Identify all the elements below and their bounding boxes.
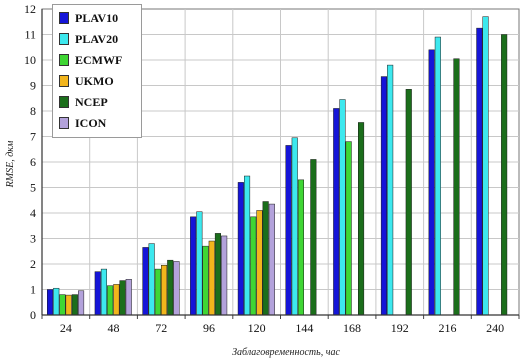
legend-item-ecmwf: ECMWF [59,51,122,69]
y-tick-label: 6 [30,155,36,169]
y-tick-label: 1 [30,283,36,297]
y-tick-label: 11 [24,28,36,42]
bar-plav10-216 [428,49,435,316]
y-tick-label: 9 [30,79,36,93]
bar-plav20-48 [100,268,108,316]
legend-item-icon: ICON [59,114,106,132]
x-tick-label: 24 [60,321,72,335]
bar-plav10-168 [333,108,340,316]
legend-swatch-ncep [59,96,69,108]
bar-ukmo-24 [65,294,72,316]
x-tick-label: 48 [108,321,120,335]
bar-ukmo-48 [113,284,120,316]
bar-plav10-192 [380,76,387,316]
legend-swatch-icon [59,117,69,129]
bars [47,16,508,316]
bar-ncep-72 [167,259,174,316]
legend-swatch-plav10 [59,12,69,24]
y-tick-label: 10 [24,53,36,67]
bar-ncep-48 [119,280,126,316]
x-tick-label: 192 [391,321,409,335]
bar-icon-24 [78,290,85,316]
legend-item-plav10: PLAV10 [59,9,118,27]
bar-ecmwf-120 [250,216,257,316]
bar-ecmwf-48 [107,285,114,316]
y-tick-label: 5 [30,181,36,195]
bar-plav10-72 [142,247,149,316]
bar-ecmwf-144 [297,179,304,316]
bar-plav20-144 [291,137,298,316]
legend-label-icon: ICON [75,115,107,130]
bar-icon-72 [173,261,180,316]
legend: PLAV10 PLAV20 ECMWF UKMO NCEP ICON [52,4,142,138]
bar-ncep-120 [262,201,269,316]
x-tick-label: 120 [248,321,266,335]
legend-label-plav10: PLAV10 [75,10,119,25]
bar-plav10-240 [476,27,483,316]
bar-plav10-24 [47,289,54,316]
y-tick-label: 8 [30,104,36,118]
y-tick-label: 12 [24,2,36,16]
bar-icon-48 [125,279,132,316]
bar-ncep-192 [405,89,412,316]
bar-ecmwf-72 [154,268,161,316]
bar-ecmwf-24 [59,294,66,316]
legend-label-ncep: NCEP [75,94,108,109]
legend-swatch-ukmo [59,75,69,87]
bar-ecmwf-96 [202,245,209,316]
legend-label-plav20: PLAV20 [75,31,119,46]
legend-swatch-plav20 [59,33,69,45]
bar-icon-96 [221,235,228,316]
bar-plav20-120 [244,175,251,316]
bar-plav20-216 [434,36,441,316]
bar-ncep-24 [71,294,78,316]
legend-item-ukmo: UKMO [59,72,114,90]
bar-ncep-216 [453,58,460,316]
bar-ncep-168 [358,122,365,316]
bar-ecmwf-168 [345,141,352,316]
x-axis-title: Заблаговременность, час [232,347,340,358]
bar-ncep-240 [501,34,508,316]
x-tick-label: 216 [438,321,456,335]
legend-item-plav20: PLAV20 [59,30,118,48]
bar-ncep-96 [214,233,221,316]
bar-plav20-24 [53,287,60,316]
x-tick-label: 168 [343,321,361,335]
y-tick-label: 3 [30,232,36,246]
bar-plav20-240 [482,16,489,316]
legend-swatch-ecmwf [59,54,69,66]
bar-plav20-192 [387,64,394,316]
y-tick-label: 4 [30,206,36,220]
bar-plav10-120 [237,182,244,316]
bar-plav10-96 [190,216,197,316]
y-tick-label: 2 [30,257,36,271]
bar-plav10-144 [285,145,292,316]
y-axis-title: RMSE, дкм [5,140,16,188]
bar-plav20-96 [196,211,203,316]
bar-ukmo-120 [256,210,263,316]
x-tick-label: 72 [155,321,167,335]
bar-icon-120 [268,203,275,316]
legend-label-ukmo: UKMO [75,73,114,88]
legend-label-ecmwf: ECMWF [75,52,123,67]
bar-plav20-72 [148,243,155,316]
bar-ncep-144 [310,159,317,316]
x-tick-label: 144 [295,321,313,335]
y-tick-label: 0 [30,308,36,322]
bar-ukmo-72 [161,265,168,316]
x-tick-label: 96 [203,321,215,335]
legend-item-ncep: NCEP [59,93,108,111]
x-tick-label: 240 [486,321,504,335]
bar-plav20-168 [339,99,346,316]
y-tick-label: 7 [30,130,36,144]
bar-plav10-48 [94,271,101,316]
bar-ukmo-96 [208,240,215,316]
